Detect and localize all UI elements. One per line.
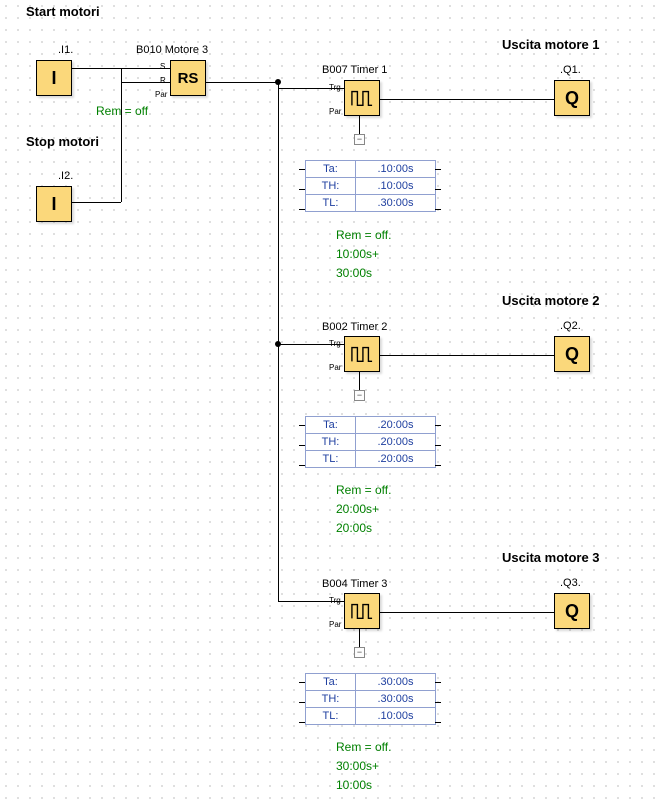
tick	[299, 425, 305, 426]
tick	[435, 445, 441, 446]
stop-motori-ref: .I2.	[58, 170, 73, 182]
out1-block[interactable]: Q	[554, 80, 590, 116]
wire	[359, 116, 360, 134]
wire	[121, 82, 170, 83]
wire	[206, 82, 278, 83]
tick	[435, 169, 441, 170]
rs-block[interactable]: RS	[170, 60, 206, 96]
tick	[435, 425, 441, 426]
start-motori-ref: .I1.	[58, 44, 73, 56]
wire	[380, 99, 554, 100]
timer1-title: B007 Timer 1	[322, 64, 387, 76]
timer1-ann2: 30:00s	[336, 266, 372, 280]
out2-letter: Q	[565, 344, 579, 365]
tick	[299, 169, 305, 170]
tick	[435, 209, 441, 210]
tick	[299, 722, 305, 723]
stop-motori-block[interactable]: I	[36, 186, 72, 222]
wire	[380, 355, 554, 356]
tick	[435, 722, 441, 723]
timer3-params: Ta:.30:00s TH:.30:00s TL:.10:00s	[305, 673, 436, 725]
rs-annotation: Rem = off	[96, 104, 148, 118]
timer2-collapse[interactable]: −	[354, 390, 365, 401]
out3-title: Uscita motore 3	[502, 550, 600, 565]
rs-title: B010 Motore 3	[136, 44, 208, 56]
tick	[299, 702, 305, 703]
timer1-params: Ta:.10:00s TH:.10:00s TL:.30:00s	[305, 160, 436, 212]
timer2-pin-par: Par	[329, 363, 341, 372]
timer2-ann0: Rem = off.	[336, 483, 391, 497]
timer2-title: B002 Timer 2	[322, 321, 387, 333]
timer2-params: Ta:.20:00s TH:.20:00s TL:.20:00s	[305, 416, 436, 468]
out1-title: Uscita motore 1	[502, 37, 600, 52]
timer3-ann1: 30:00s+	[336, 759, 379, 773]
timer1-ann1: 10:00s+	[336, 247, 379, 261]
wire	[278, 344, 344, 345]
out2-title: Uscita motore 2	[502, 293, 600, 308]
tick	[435, 465, 441, 466]
timer3-title: B004 Timer 3	[322, 578, 387, 590]
pulse-icon	[351, 343, 373, 365]
out3-block[interactable]: Q	[554, 593, 590, 629]
out1-letter: Q	[565, 88, 579, 109]
tick	[299, 209, 305, 210]
timer3-ann2: 10:00s	[336, 778, 372, 792]
timer3-collapse[interactable]: −	[354, 647, 365, 658]
start-motori-letter: I	[51, 68, 56, 89]
tick	[299, 465, 305, 466]
timer3-pin-par: Par	[329, 620, 341, 629]
timer1-block[interactable]	[344, 80, 380, 116]
wire	[278, 88, 344, 89]
rs-pin-par: Par	[155, 90, 167, 99]
rs-letter: RS	[178, 70, 199, 87]
out2-ref: .Q2.	[560, 320, 581, 332]
timer2-ann2: 20:00s	[336, 521, 372, 535]
timer3-ann0: Rem = off.	[336, 740, 391, 754]
wire	[278, 601, 344, 602]
timer1-ann0: Rem = off.	[336, 228, 391, 242]
timer2-ann1: 20:00s+	[336, 502, 379, 516]
stop-motori-title: Stop motori	[26, 134, 99, 149]
out3-ref: .Q3.	[560, 577, 581, 589]
timer2-block[interactable]	[344, 336, 380, 372]
tick	[435, 189, 441, 190]
out1-ref: .Q1.	[560, 64, 581, 76]
tick	[435, 682, 441, 683]
tick	[299, 682, 305, 683]
tick	[299, 445, 305, 446]
stop-motori-letter: I	[51, 194, 56, 215]
tick	[435, 702, 441, 703]
out3-letter: Q	[565, 601, 579, 622]
wire	[359, 629, 360, 647]
wire	[72, 202, 121, 203]
wire	[380, 612, 554, 613]
start-motori-block[interactable]: I	[36, 60, 72, 96]
start-motori-title: Start motori	[26, 4, 100, 19]
pulse-icon	[351, 600, 373, 622]
junction-node	[275, 341, 281, 347]
timer1-collapse[interactable]: −	[354, 134, 365, 145]
junction-node	[275, 79, 281, 85]
rs-pin-s: S	[160, 62, 165, 71]
pulse-icon	[351, 87, 373, 109]
out2-block[interactable]: Q	[554, 336, 590, 372]
wire	[121, 68, 122, 202]
timer1-pin-par: Par	[329, 107, 341, 116]
wire	[359, 372, 360, 390]
timer3-block[interactable]	[344, 593, 380, 629]
tick	[299, 189, 305, 190]
rs-pin-r: R	[160, 76, 166, 85]
